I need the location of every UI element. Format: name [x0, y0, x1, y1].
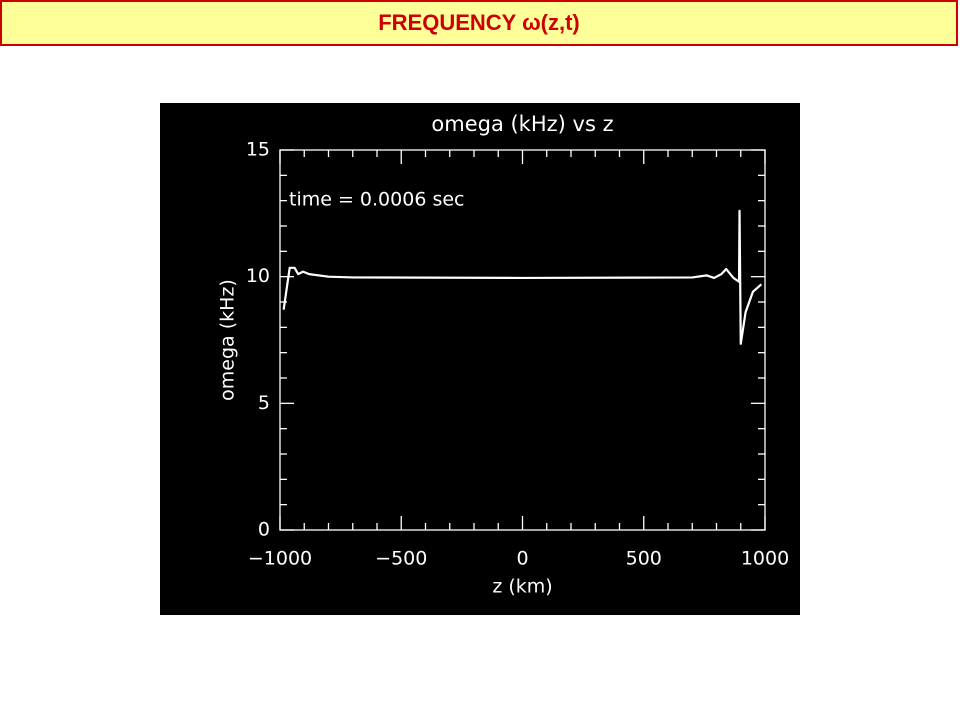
y-axis-label: omega (kHz)	[217, 279, 239, 401]
y-tick-label: 0	[258, 519, 270, 541]
x-tick-label: 0	[516, 548, 528, 570]
x-tick-label: 500	[626, 548, 662, 570]
chart: omega (kHz) vs z z (km) omega (kHz) time = …	[160, 103, 800, 615]
y-tick-label: 5	[258, 392, 270, 414]
x-axis-label: z (km)	[492, 576, 552, 598]
y-tick-label: 10	[246, 265, 270, 287]
data-line	[282, 209, 763, 345]
chart-title: omega (kHz) vs z	[431, 112, 613, 136]
chart-background	[160, 103, 800, 615]
x-tick-label: −500	[375, 548, 427, 570]
x-tick-label: 1000	[741, 548, 789, 570]
banner: FREQUENCY ω(z,t)	[0, 0, 958, 46]
y-tick-label: 15	[246, 139, 270, 161]
slide-title: FREQUENCY ω(z,t)	[378, 10, 580, 35]
annotation: time = 0.0006 sec	[289, 189, 464, 211]
x-tick-label: −1000	[248, 548, 312, 570]
